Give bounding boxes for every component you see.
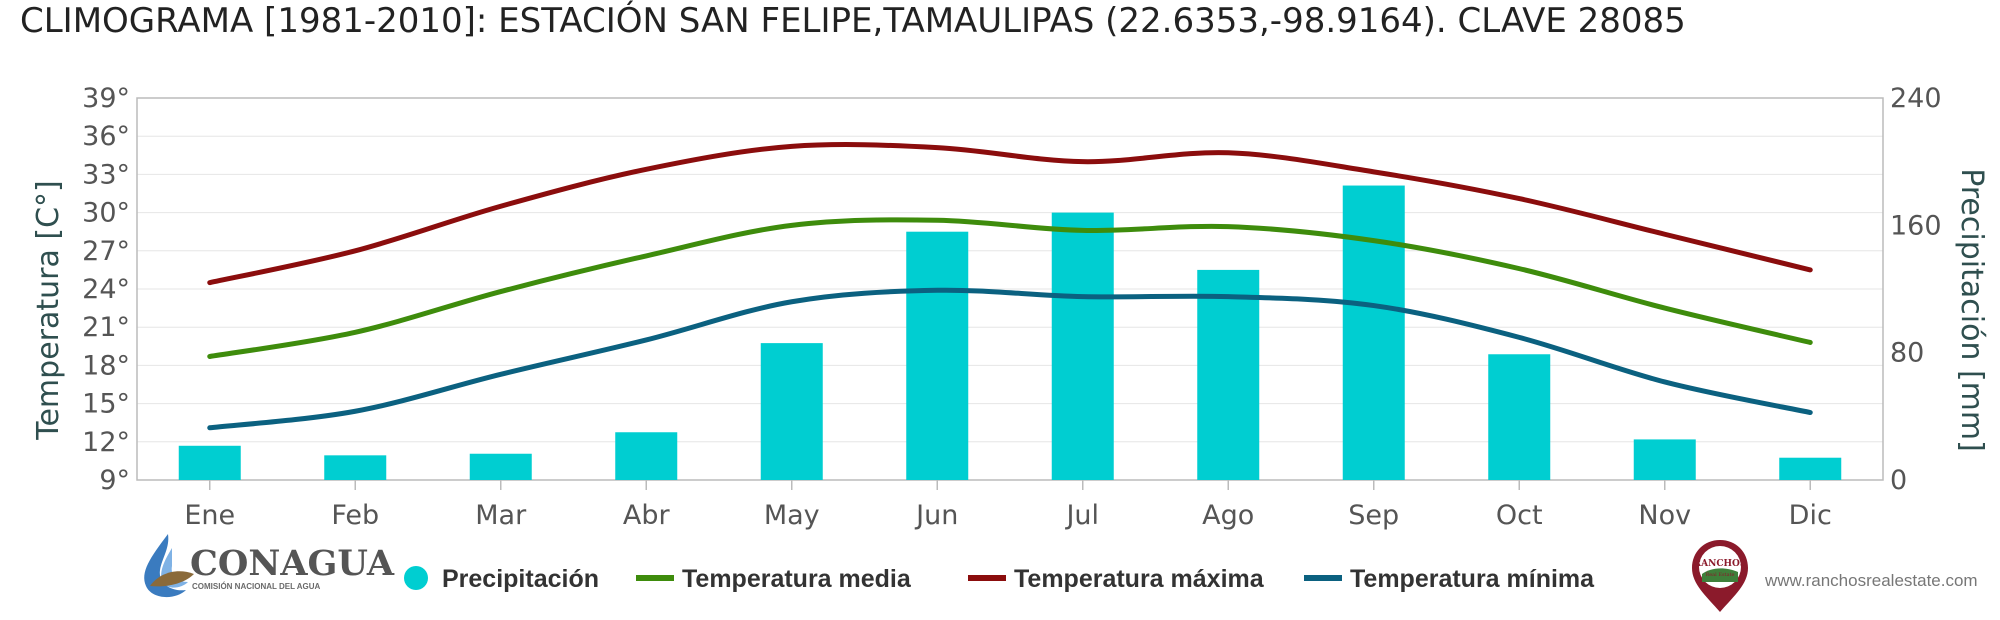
x-tick-label: Sep xyxy=(1348,500,1399,531)
x-tick-label: May xyxy=(764,500,820,531)
x-tick-label: Mar xyxy=(475,500,527,531)
x-tick-label: Abr xyxy=(623,500,671,531)
x-tick-label: Nov xyxy=(1638,500,1691,531)
plot-grid xyxy=(136,97,1884,490)
conagua-wordmark: CONAGUA xyxy=(190,543,395,584)
precipitation-bar xyxy=(1488,354,1551,480)
series-line xyxy=(207,142,1813,286)
x-tick-label: Jul xyxy=(1064,500,1099,531)
y-left-tick-labels: 9° 12° 15° 18° 21° 24° 27° 30° 33° 36° 39° xyxy=(82,83,130,496)
conagua-logo: CONAGUA COMISIÓN NACIONAL DEL AGUA xyxy=(144,534,395,598)
x-tick-label: Feb xyxy=(331,500,379,531)
y-left-tick-label: 30° xyxy=(82,198,130,229)
y-left-tick-label: 39° xyxy=(82,83,130,114)
y-left-tick-label: 24° xyxy=(82,274,130,305)
y-left-tick-label: 15° xyxy=(82,389,130,420)
precipitation-bar xyxy=(1779,457,1842,480)
temperature-lines xyxy=(207,142,1813,431)
precipitation-bar xyxy=(760,343,823,480)
series-line xyxy=(207,217,1813,359)
ranchos-subtitle: Real Estate xyxy=(1705,572,1734,578)
precipitation-bar xyxy=(1197,269,1260,480)
x-tick-label: Oct xyxy=(1496,500,1543,531)
y-left-tick-label: 27° xyxy=(82,236,130,267)
precipitation-bar xyxy=(1051,212,1114,480)
y-right-tick-label: 240 xyxy=(1890,83,1942,114)
y-left-tick-label: 18° xyxy=(82,350,130,381)
y-left-tick-label: 12° xyxy=(82,427,130,458)
conagua-eagle-icon xyxy=(150,571,194,587)
chart-legend: Precipitación Temperatura media Temperatur… xyxy=(404,565,1595,593)
ranchos-logo: RANCHOS Real Estate www.ranchosrealestat… xyxy=(1692,540,1978,612)
precipitation-bar xyxy=(906,231,969,480)
precipitation-bar xyxy=(615,432,678,480)
x-tick-label: Ene xyxy=(184,500,235,531)
legend-label: Temperatura mínima xyxy=(1350,565,1595,593)
legend-label: Precipitación xyxy=(442,565,599,593)
ranchos-url: www.ranchosrealestate.com xyxy=(1764,571,1978,590)
conagua-subtitle: COMISIÓN NACIONAL DEL AGUA xyxy=(192,582,321,591)
precipitation-bar xyxy=(1342,185,1405,480)
ranchos-wordmark: RANCHOS xyxy=(1694,559,1747,569)
y-right-tick-label: 80 xyxy=(1890,338,1924,369)
legend-label: Temperatura media xyxy=(682,565,912,593)
y-right-axis-title: Precipitación [mm] xyxy=(1954,168,1989,452)
precipitation-bar xyxy=(1633,439,1696,480)
x-tick-labels: Ene Feb Mar Abr May Jun Jul Ago Sep Oct Nov Dic xyxy=(184,500,1831,531)
plot-frame xyxy=(136,97,1884,481)
precipitation-bar xyxy=(324,455,387,480)
y-left-tick-label: 9° xyxy=(99,465,130,496)
y-left-axis-title: Temperatura [C°] xyxy=(31,180,66,441)
precipitation-bar xyxy=(178,445,241,480)
legend-symbol-precipitation xyxy=(404,566,428,590)
chart-title: CLIMOGRAMA [1981-2010]: ESTACIÓN SAN FEL… xyxy=(20,0,1686,41)
y-right-tick-label: 0 xyxy=(1890,465,1907,496)
y-left-tick-label: 36° xyxy=(82,121,130,152)
x-tick-label: Ago xyxy=(1202,500,1254,531)
x-tick-label: Dic xyxy=(1789,500,1832,531)
y-left-tick-label: 21° xyxy=(82,312,130,343)
x-tick-label: Jun xyxy=(914,500,958,531)
precipitation-bar xyxy=(469,453,532,480)
y-right-tick-labels: 0 80 160 240 xyxy=(1890,83,1942,496)
precipitation-bars xyxy=(178,185,1842,480)
legend-label: Temperatura máxima xyxy=(1014,565,1265,593)
series-line xyxy=(207,287,1813,431)
y-right-tick-label: 160 xyxy=(1890,210,1942,241)
y-left-tick-label: 33° xyxy=(82,159,130,190)
